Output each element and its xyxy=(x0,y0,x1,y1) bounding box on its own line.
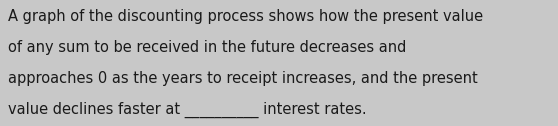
Text: A graph of the discounting process shows how the present value: A graph of the discounting process shows… xyxy=(8,9,483,24)
Text: of any sum to be received in the future decreases and: of any sum to be received in the future … xyxy=(8,40,407,55)
Text: value declines faster at __________ interest rates.: value declines faster at __________ inte… xyxy=(8,101,367,118)
Text: approaches 0 as the years to receipt increases, and the present: approaches 0 as the years to receipt inc… xyxy=(8,71,478,86)
